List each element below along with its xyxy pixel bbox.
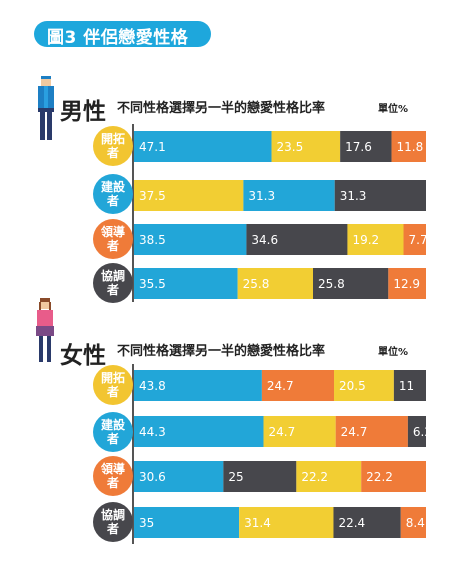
male-bar-value-label: 25.8 — [243, 277, 270, 291]
male-bar-value-label: 12.9 — [393, 277, 420, 291]
female-bar-segment — [407, 416, 426, 447]
male-category-badge: 開拓者 — [93, 126, 133, 166]
male-category-label: 協調者 — [100, 269, 125, 297]
female-bar-segment — [134, 461, 224, 492]
female-bar-segment — [261, 370, 335, 401]
male-bar-value-label: 11.8 — [397, 140, 424, 154]
male-bar-value-label: 37.5 — [139, 189, 166, 203]
male-bar-segment — [134, 131, 272, 162]
male-bar-segment — [334, 180, 426, 211]
male-bar-value-label: 19.2 — [352, 233, 379, 247]
female-category-label: 領導者 — [100, 462, 125, 490]
male-bar-segment — [313, 268, 389, 299]
female-bar-segment — [263, 416, 336, 447]
male-bar-segment — [391, 131, 426, 162]
female-bar-value-label: 6.2 — [413, 425, 432, 439]
female-unit-label: 單位% — [378, 347, 409, 358]
female-bar-segment — [335, 416, 408, 447]
female-bar-segment — [134, 370, 262, 401]
female-category-label: 建設者 — [100, 418, 125, 446]
female-section-subtitle: 不同性格選擇另一半的戀愛性格比率 — [117, 344, 326, 359]
male-bar-segment — [134, 180, 244, 211]
female-bar-segment — [134, 507, 240, 538]
male-category-label: 領導者 — [100, 225, 125, 253]
female-bar-value-label: 35 — [139, 516, 154, 530]
female-category-label: 協調者 — [100, 508, 125, 536]
male-bar-value-label: 35.5 — [139, 277, 166, 291]
female-bar-segment — [393, 370, 426, 401]
female-bar-value-label: 20.5 — [339, 379, 366, 393]
male-category-badge: 建設者 — [93, 174, 133, 214]
female-bar-segment — [134, 416, 264, 447]
male-bar-segment — [246, 224, 348, 255]
male-category-badge: 領導者 — [93, 219, 133, 259]
male-bar-segment — [340, 131, 392, 162]
female-bar-value-label: 8.4 — [406, 516, 425, 530]
female-category-badge: 協調者 — [93, 502, 133, 542]
male-section-title: 男性 — [60, 99, 106, 125]
female-bar-value-label: 43.8 — [139, 379, 166, 393]
female-bar-segment — [296, 461, 362, 492]
male-bar-value-label: 31.3 — [340, 189, 367, 203]
male-bar-segment — [134, 268, 238, 299]
female-bar-value-label: 11 — [399, 379, 414, 393]
male-category-label: 建設者 — [100, 180, 125, 208]
male-bar-segment — [237, 268, 313, 299]
female-bar-segment — [400, 507, 426, 538]
female-bar-segment — [239, 507, 334, 538]
female-bar-value-label: 25 — [228, 470, 243, 484]
male-bar-value-label: 17.6 — [345, 140, 372, 154]
male-category-label: 開拓者 — [100, 132, 125, 160]
male-bar-value-label: 25.8 — [318, 277, 345, 291]
female-bar-value-label: 24.7 — [341, 425, 368, 439]
female-bar-value-label: 24.7 — [268, 425, 295, 439]
female-bar-value-label: 22.4 — [338, 516, 365, 530]
female-axis-line — [132, 364, 134, 544]
female-category-label: 開拓者 — [100, 371, 125, 399]
female-bar-value-label: 22.2 — [301, 470, 328, 484]
male-bar-segment — [388, 268, 426, 299]
male-category-badge: 協調者 — [93, 263, 133, 303]
male-bar-segment — [271, 131, 341, 162]
male-bar-value-label: 23.5 — [277, 140, 304, 154]
female-section-title: 女性 — [60, 343, 106, 369]
male-unit-label: 單位% — [378, 104, 409, 115]
figure-title-pill — [34, 21, 211, 47]
male-bar-segment — [347, 224, 404, 255]
female-figure-icon — [36, 298, 54, 362]
male-bar-segment — [243, 180, 335, 211]
female-category-badge: 領導者 — [93, 456, 133, 496]
female-bar-value-label: 30.6 — [139, 470, 166, 484]
female-bar-value-label: 31.4 — [244, 516, 271, 530]
male-bar-value-label: 38.5 — [139, 233, 166, 247]
female-bar-segment — [361, 461, 426, 492]
female-bar-segment — [333, 507, 401, 538]
male-bar-value-label: 47.1 — [139, 140, 166, 154]
female-bar-value-label: 44.3 — [139, 425, 166, 439]
female-bar-value-label: 24.7 — [267, 379, 294, 393]
female-bar-segment — [223, 461, 297, 492]
male-bar-segment — [403, 224, 426, 255]
male-axis-line — [132, 124, 134, 302]
male-bar-value-label: 34.6 — [251, 233, 278, 247]
female-category-badge: 開拓者 — [93, 365, 133, 405]
figure-title: 圖3 伴侶戀愛性格 — [47, 28, 189, 48]
male-bar-segment — [134, 224, 247, 255]
male-bar-value-label: 31.3 — [248, 189, 275, 203]
male-section-subtitle: 不同性格選擇另一半的戀愛性格比率 — [117, 101, 326, 116]
male-bar-value-label: 7.7 — [409, 233, 428, 247]
female-bar-value-label: 22.2 — [366, 470, 393, 484]
male-figure-icon — [38, 76, 54, 140]
female-category-badge: 建設者 — [93, 412, 133, 452]
female-bar-segment — [334, 370, 394, 401]
